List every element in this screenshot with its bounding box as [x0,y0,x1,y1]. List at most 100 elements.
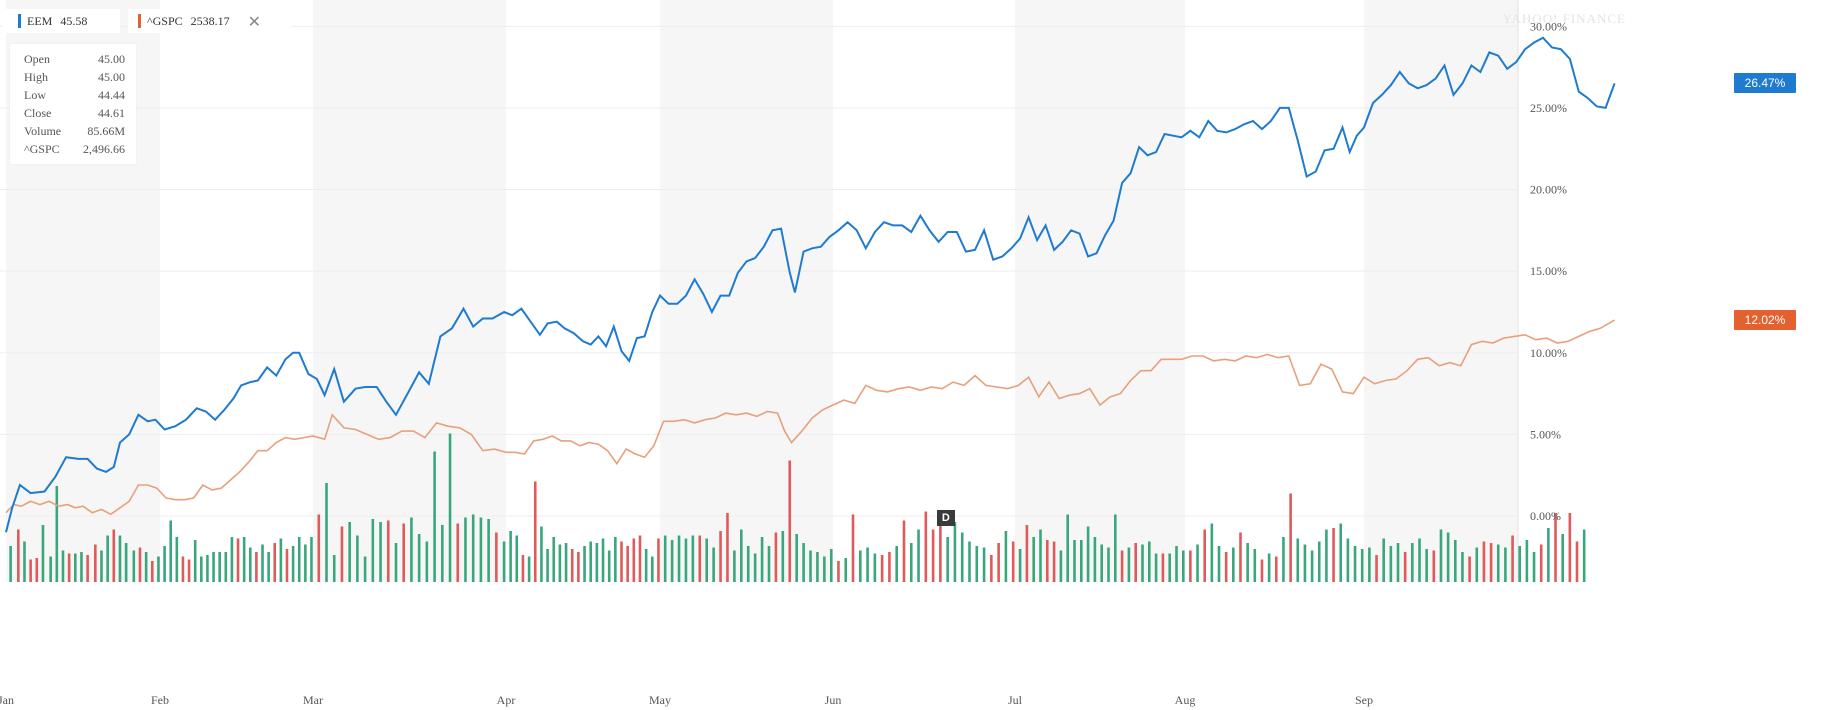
gspc-line [5,319,1615,516]
volume-bar [638,535,642,582]
volume-bar [880,555,884,582]
volume-bar [471,514,475,582]
volume-bar [1411,543,1414,582]
y-tick-label: 15.00% [1530,264,1567,278]
volume-bar [218,552,221,582]
volume-bar [733,550,736,582]
volume-bar [823,556,826,582]
legend-chip-gspc[interactable]: ^GSPC 2538.17 ✕ [128,9,292,33]
volume-bar [946,537,949,582]
ohlc-panel: Open 45.00 High 45.00 Low 44.44 Close 44.61 … [10,44,136,164]
volume-bar [540,526,543,582]
volume-bar [1475,547,1479,582]
volume-bar [61,550,65,582]
volume-bar [1182,550,1185,582]
close-icon[interactable]: ✕ [247,11,262,31]
volume-bar [583,546,586,582]
volume-bar [402,523,406,582]
volume-bar [705,538,709,582]
volume-bar [809,550,812,582]
volume-bar [1127,547,1131,582]
volume-bar [1011,541,1015,582]
volume-bar [1203,529,1206,582]
volume-bar [684,538,688,582]
volume-bar [740,529,743,582]
volume-bar [1168,553,1171,582]
volume-bar [410,517,413,582]
volume-bar [931,529,935,582]
ohlc-label: ^GSPC [24,142,60,156]
volume-bar [285,549,289,582]
volume-bar [1439,529,1443,582]
volume-bar [1059,550,1063,582]
volume-bar [363,556,367,582]
volume-bar [657,538,660,582]
volume-bar [487,519,490,582]
volume-bar [340,526,344,582]
volume-bar [41,525,45,582]
volume-bar [960,532,964,582]
volume-bar [1039,529,1042,582]
volume-bar [546,549,549,582]
volume-bar [902,520,906,582]
volume-bar [873,553,877,582]
volume-bar [1453,540,1457,582]
month-band [1364,0,1518,582]
volume-bar [187,559,191,582]
x-tick-label: Sep [1355,693,1373,707]
volume-bar [80,552,83,582]
volume-bar [1253,549,1257,582]
volume-bar [1175,546,1178,582]
volume-bar [1339,523,1343,582]
volume-bar [310,537,313,582]
volume-bar [100,550,103,582]
dividend-marker[interactable]: D [936,509,955,526]
volume-bar [163,546,166,582]
legend-chip-eem[interactable]: EEM 45.58 [2,9,120,33]
volume-bar [607,550,611,582]
volume-bar [1267,553,1271,582]
y-tick-label: 25.00% [1530,101,1567,115]
volume-bar [371,519,375,582]
volume-bar [23,541,26,582]
volume-bar [698,535,702,582]
ohlc-label: High [24,70,48,84]
volume-bar [837,561,840,582]
volume-bar [521,555,525,582]
volume-bar [1148,541,1151,582]
volume-bar [1575,541,1579,582]
volume-bar [663,535,667,582]
volume-bar [1461,552,1464,582]
volume-bar [479,517,483,582]
volume-bar [990,555,993,582]
volume-bar [1246,543,1249,582]
volume-bar [712,547,715,582]
volume-bar [1046,540,1049,582]
volume-bar [816,552,819,582]
volume-bar [106,535,109,582]
volume-bar [1189,550,1192,582]
volume-bar [1274,556,1278,582]
volume-bar [236,538,240,582]
volume-bar [564,543,568,582]
volume-bar [552,537,556,582]
volume-bar [1025,525,1029,582]
volume-bar [1107,547,1110,582]
ohlc-row-gspc: ^GSPC 2,496.66 [10,140,136,158]
volume-bar [1446,532,1450,582]
y-tick-label: 5.00% [1530,427,1561,441]
volume-bar [74,553,77,582]
gridlines [0,0,1519,582]
volume-bar [1346,538,1350,582]
volume-bar [495,532,498,582]
volume-bar [888,552,891,582]
volume-bar [1368,547,1371,582]
gspc-last-value-label: 12.02% [1734,310,1796,331]
volume-bar [206,555,209,582]
ohlc-value: 44.44 [98,88,125,102]
volume-bar [760,537,764,582]
gspc-last-value-text: 12.02% [1744,313,1786,328]
volume-bar [112,529,116,582]
gspc-color-swatch [138,14,141,28]
